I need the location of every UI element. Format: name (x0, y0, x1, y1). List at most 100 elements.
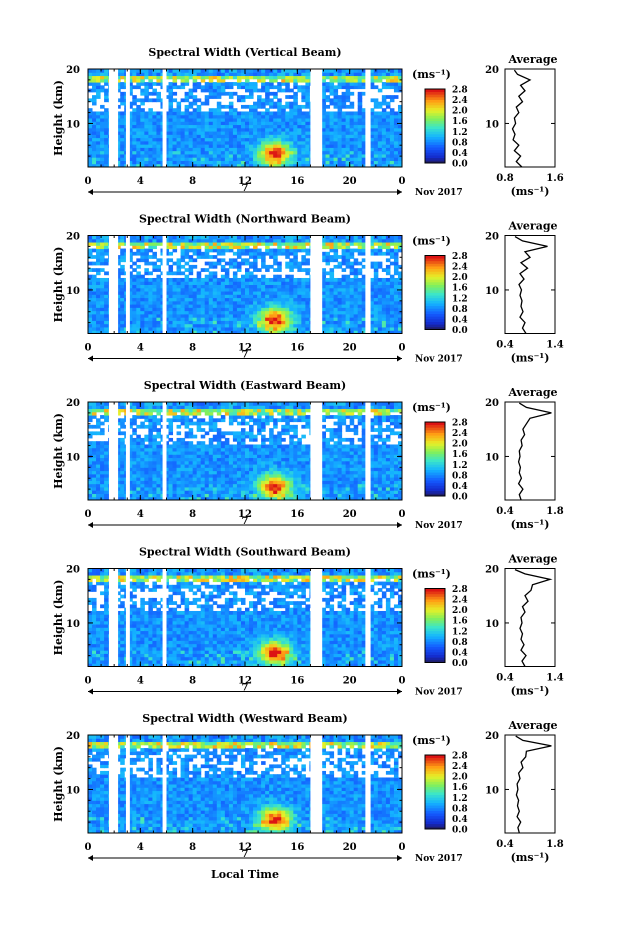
average-title: Average (507, 386, 557, 399)
average-frame (504, 235, 556, 334)
data-gap (162, 735, 167, 833)
colorbar-segment (425, 823, 445, 827)
day-bar-arrow (397, 189, 402, 195)
colorbar-tick-label: 2.8 (452, 86, 468, 96)
colorbar-segment (425, 422, 445, 426)
colorbar-segment (425, 157, 445, 161)
colorbar-segment (425, 102, 445, 106)
avg-x-tick-label: 1.8 (546, 839, 563, 850)
y-tick-label: 10 (66, 785, 80, 796)
x-tick-label: 20 (343, 676, 357, 687)
colorbar-segment (425, 266, 445, 270)
colorbar-segment (425, 141, 445, 145)
data-gap (125, 568, 130, 667)
spectral-width-panel-4: Spectral Width (Westward Beam) 0 4 8 12 16 20 0… (52, 712, 564, 864)
colorbar-segment (425, 313, 445, 317)
colorbar-segment (425, 588, 445, 592)
data-gap (125, 235, 130, 334)
x-tick-label: 20 (343, 343, 357, 354)
data-gap (108, 402, 119, 500)
colorbar-segment (425, 760, 445, 764)
spectral-width-panel-0: Spectral Width (Vertical Beam) 0 4 8 12 16 20 0… (52, 46, 564, 198)
colorbar-segment (425, 91, 445, 95)
colorbar-segment (425, 297, 445, 301)
x-tick-label: 0 (85, 842, 92, 853)
data-gap (108, 69, 119, 167)
x-tick-label: 4 (137, 343, 144, 354)
colorbar-segment (425, 765, 445, 769)
colorbar-frame (424, 88, 446, 164)
avg-y-tick-label: 10 (485, 452, 499, 463)
x-tick-label: 8 (189, 509, 196, 520)
heatmap-field (88, 402, 403, 501)
data-gap (162, 69, 167, 167)
colorbar-tick-label: 2.8 (452, 585, 468, 595)
x-tick-label: 20 (343, 509, 357, 520)
x-tick-label: 8 (189, 176, 196, 187)
colorbar-tick-label: 2.4 (452, 762, 468, 772)
data-gap (365, 402, 371, 500)
colorbar-tick-label: 2.0 (452, 107, 468, 117)
avg-x-tick-label: 1.8 (546, 506, 563, 517)
colorbar-tick-label: 1.2 (452, 794, 468, 804)
colorbar-segment (425, 659, 445, 663)
day-label: 7 (242, 516, 249, 527)
data-gap (125, 735, 130, 833)
colorbar-segment (425, 448, 445, 452)
colorbar-segment (425, 144, 445, 148)
colorbar-segment (425, 112, 445, 116)
colorbar-segment (425, 271, 445, 275)
colorbar-segment (425, 120, 445, 124)
colorbar-segment (425, 276, 445, 280)
colorbar-segment (425, 638, 445, 642)
colorbar-segment (425, 255, 445, 259)
x-tick-label: 12 (238, 842, 252, 853)
colorbar-tick-label: 1.6 (452, 783, 468, 793)
colorbar-segment (425, 770, 445, 774)
colorbar-tick-label: 0.0 (452, 326, 468, 336)
colorbar-segment (425, 287, 445, 291)
average-title: Average (507, 553, 557, 566)
day-bar-arrow (397, 855, 402, 861)
x-tick-label: 16 (290, 676, 304, 687)
colorbar-tick-label: 0.0 (452, 493, 468, 503)
colorbar-segment (425, 429, 445, 433)
colorbar-segment (425, 459, 445, 463)
average-profile-line (514, 236, 548, 334)
colorbar-segment (425, 424, 445, 428)
colorbar-segment (425, 147, 445, 151)
avg-x-tick-label: 0.4 (496, 506, 513, 517)
colorbar-segment (425, 609, 445, 613)
colorbar-segment (425, 593, 445, 597)
x-tick-label: 8 (189, 842, 196, 853)
date-label: Nov 2017 (415, 854, 463, 864)
y-axis-label: Height (km) (52, 413, 65, 489)
colorbar-segment (425, 799, 445, 803)
colorbar-segment (425, 607, 445, 611)
x-axis-label: Local Time (211, 868, 279, 881)
colorbar-segment (425, 464, 445, 468)
colorbar-frame (424, 588, 446, 663)
x-tick-label: 12 (238, 509, 252, 520)
colorbar-tick-label: 2.0 (452, 440, 468, 450)
colorbar-segment (425, 308, 445, 312)
day-bar-arrow (88, 189, 93, 195)
colorbar-segment (425, 794, 445, 798)
colorbar-segment (425, 260, 445, 264)
colorbar-segment (425, 789, 445, 793)
colorbar-segment (425, 89, 445, 93)
y-tick-label: 10 (66, 119, 80, 130)
heatmap-field (88, 568, 403, 667)
data-gap (162, 568, 167, 667)
colorbar-segment (425, 110, 445, 114)
y-axis-label: Height (km) (52, 746, 65, 822)
colorbar-segment (425, 805, 445, 809)
avg-y-tick-label: 20 (485, 731, 499, 742)
colorbar-segment (425, 258, 445, 262)
colorbar-segment (425, 773, 445, 777)
date-label: Nov 2017 (415, 188, 463, 198)
colorbar-tick-label: 1.6 (452, 617, 468, 627)
colorbar-segment (425, 818, 445, 822)
average-profile-line (511, 69, 532, 168)
data-gap (365, 568, 371, 667)
